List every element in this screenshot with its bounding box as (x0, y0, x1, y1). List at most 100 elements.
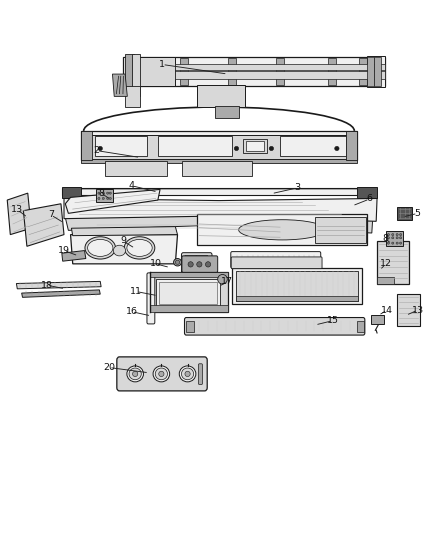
Bar (180, 58, 187, 85)
FancyBboxPatch shape (147, 273, 155, 324)
Polygon shape (132, 54, 141, 96)
FancyBboxPatch shape (231, 252, 321, 268)
Ellipse shape (392, 237, 394, 239)
Text: 10: 10 (150, 260, 162, 268)
Polygon shape (21, 290, 100, 297)
Polygon shape (81, 131, 357, 160)
Polygon shape (7, 193, 31, 235)
Ellipse shape (98, 192, 100, 194)
Text: 6: 6 (367, 195, 373, 204)
Polygon shape (315, 216, 366, 243)
Polygon shape (71, 235, 177, 264)
Text: 19: 19 (58, 246, 70, 255)
Polygon shape (64, 198, 377, 221)
Text: 3: 3 (294, 183, 300, 192)
Polygon shape (96, 189, 113, 201)
Bar (374, 57, 381, 86)
Text: 4: 4 (129, 181, 134, 190)
Bar (159, 282, 217, 304)
Ellipse shape (181, 368, 194, 379)
Text: 18: 18 (41, 280, 53, 289)
Ellipse shape (102, 197, 104, 199)
Polygon shape (397, 294, 420, 326)
Ellipse shape (175, 260, 180, 264)
Polygon shape (197, 85, 245, 107)
Polygon shape (232, 268, 362, 304)
Bar (328, 58, 336, 85)
FancyBboxPatch shape (184, 255, 197, 270)
Polygon shape (367, 56, 385, 87)
Ellipse shape (155, 368, 167, 379)
Text: 12: 12 (380, 260, 392, 268)
Ellipse shape (392, 242, 394, 244)
Ellipse shape (399, 237, 402, 239)
Bar (367, 57, 374, 86)
Text: 13: 13 (11, 205, 23, 214)
Polygon shape (377, 241, 409, 284)
Ellipse shape (133, 371, 138, 376)
Polygon shape (125, 86, 141, 107)
Ellipse shape (396, 237, 398, 239)
Ellipse shape (173, 259, 181, 266)
Ellipse shape (113, 245, 126, 256)
Bar (186, 321, 194, 333)
Ellipse shape (129, 368, 141, 379)
FancyBboxPatch shape (184, 318, 365, 335)
FancyBboxPatch shape (182, 256, 218, 272)
Ellipse shape (109, 192, 111, 194)
Ellipse shape (127, 239, 152, 256)
Bar (215, 106, 239, 118)
Bar (357, 321, 364, 333)
Bar (359, 58, 367, 85)
Polygon shape (158, 136, 232, 156)
Bar (175, 64, 385, 70)
Text: 7: 7 (48, 211, 54, 220)
Ellipse shape (179, 366, 196, 382)
Text: 8: 8 (98, 189, 104, 198)
Ellipse shape (387, 233, 389, 236)
Text: 11: 11 (130, 287, 142, 296)
Ellipse shape (335, 147, 339, 151)
Ellipse shape (239, 220, 326, 240)
Polygon shape (16, 281, 101, 289)
Ellipse shape (218, 274, 227, 284)
Polygon shape (197, 214, 367, 245)
Polygon shape (62, 251, 86, 261)
Ellipse shape (269, 147, 274, 151)
Text: 14: 14 (381, 305, 393, 314)
Polygon shape (125, 54, 134, 96)
Ellipse shape (399, 233, 402, 236)
Polygon shape (95, 136, 147, 156)
Polygon shape (397, 207, 412, 220)
Ellipse shape (88, 239, 113, 256)
Ellipse shape (188, 262, 193, 267)
Text: 8: 8 (382, 234, 388, 243)
Polygon shape (346, 131, 357, 160)
Bar (150, 272, 228, 277)
Text: 9: 9 (120, 237, 126, 246)
Polygon shape (357, 187, 377, 198)
Ellipse shape (387, 242, 389, 244)
Polygon shape (237, 296, 358, 301)
Polygon shape (65, 189, 160, 213)
Text: 13: 13 (412, 305, 424, 314)
Polygon shape (371, 316, 384, 324)
FancyBboxPatch shape (181, 253, 212, 273)
Ellipse shape (234, 147, 239, 151)
Text: 17: 17 (221, 277, 233, 286)
Ellipse shape (124, 237, 155, 259)
Ellipse shape (106, 197, 109, 199)
FancyBboxPatch shape (117, 357, 207, 391)
Bar (175, 71, 385, 79)
Polygon shape (386, 231, 403, 246)
Ellipse shape (197, 262, 202, 267)
Ellipse shape (185, 371, 190, 376)
Polygon shape (150, 272, 228, 312)
FancyBboxPatch shape (231, 257, 322, 269)
Bar (155, 279, 220, 306)
Polygon shape (62, 187, 81, 198)
Polygon shape (71, 227, 177, 236)
Ellipse shape (396, 233, 398, 236)
Ellipse shape (392, 233, 394, 236)
Polygon shape (62, 188, 376, 195)
